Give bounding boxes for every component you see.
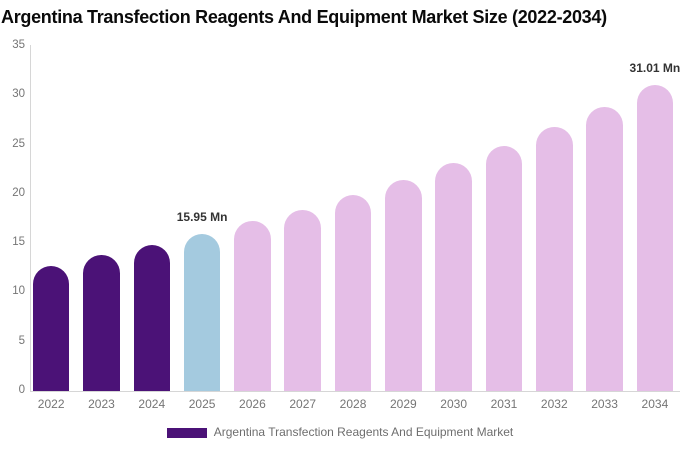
y-tick-label: 20 <box>12 186 25 199</box>
bar-slot <box>26 46 76 391</box>
bar-slot: 15.95 Mn <box>177 46 227 391</box>
bar-slot <box>429 46 479 391</box>
bar-slot <box>378 46 428 391</box>
y-tick-label: 30 <box>12 88 25 101</box>
bar-2028[interactable] <box>334 194 372 391</box>
bars-container: 15.95 Mn 31.01 Mn <box>26 46 680 391</box>
bar-2032[interactable] <box>536 126 573 391</box>
bar-2027[interactable] <box>284 209 321 391</box>
chart-title: Argentina Transfection Reagents And Equi… <box>1 7 607 27</box>
x-tick-label: 2022 <box>37 397 65 411</box>
y-tick-label: 0 <box>18 384 25 396</box>
y-tick-label: 15 <box>12 236 25 249</box>
bar-slot <box>579 46 629 391</box>
bar-2031[interactable] <box>485 145 523 391</box>
bar-value-label: 15.95 Mn <box>176 209 228 224</box>
x-tick-label: 2033 <box>591 397 618 411</box>
bar-2030[interactable] <box>435 163 472 391</box>
bar-slot: 31.01 Mn <box>630 46 680 391</box>
x-tick-label: 2031 <box>490 397 518 411</box>
x-tick-label: 2027 <box>289 397 317 411</box>
y-axis-line <box>30 45 31 392</box>
x-tick-label: 2029 <box>389 397 417 411</box>
y-tick-label: 25 <box>12 137 25 150</box>
bar-slot <box>529 46 579 391</box>
bar-slot <box>127 46 177 391</box>
bar-2024[interactable] <box>133 245 171 391</box>
x-axis-line <box>30 391 680 392</box>
x-tick-label: 2034 <box>641 397 669 411</box>
legend-label: Argentina Transfection Reagents And Equi… <box>213 425 514 439</box>
legend: Argentina Transfection Reagents And Equi… <box>0 425 680 440</box>
bar-2023[interactable] <box>83 254 120 391</box>
bar-2026[interactable] <box>234 221 271 391</box>
bar-2034[interactable] <box>636 85 674 391</box>
bar-2025[interactable] <box>183 233 221 391</box>
bar-2029[interactable] <box>385 180 422 391</box>
x-tick-label: 2028 <box>339 397 367 411</box>
bar-slot <box>479 46 529 391</box>
bar-slot <box>227 46 277 391</box>
x-tick-label: 2023 <box>88 397 115 411</box>
legend-swatch <box>166 427 207 438</box>
bar-value-label: 31.01 Mn <box>629 61 680 76</box>
bar-slot <box>328 46 378 391</box>
x-tick-label: 2024 <box>138 397 166 411</box>
y-tick-label: 5 <box>18 334 25 347</box>
x-tick-label: 2025 <box>188 397 216 411</box>
bar-slot <box>76 46 126 391</box>
y-tick-label: 10 <box>12 285 25 298</box>
x-tick-label: 2030 <box>440 397 467 411</box>
bar-2022[interactable] <box>32 265 70 391</box>
y-tick-label: 35 <box>12 39 25 51</box>
bar-2033[interactable] <box>586 107 623 391</box>
x-tick-label: 2026 <box>239 397 266 411</box>
bar-slot <box>278 46 328 391</box>
x-axis: 2022 2023 2024 2025 2026 2027 2028 2029 2030 2031… <box>26 397 680 411</box>
x-tick-label: 2032 <box>540 397 568 411</box>
